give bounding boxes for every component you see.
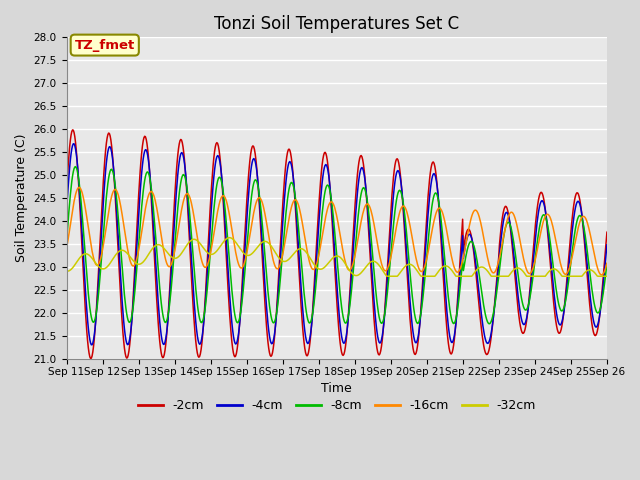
Text: TZ_fmet: TZ_fmet: [75, 38, 135, 51]
X-axis label: Time: Time: [321, 382, 352, 395]
Y-axis label: Soil Temperature (C): Soil Temperature (C): [15, 134, 28, 263]
Legend: -2cm, -4cm, -8cm, -16cm, -32cm: -2cm, -4cm, -8cm, -16cm, -32cm: [132, 394, 541, 417]
Title: Tonzi Soil Temperatures Set C: Tonzi Soil Temperatures Set C: [214, 15, 460, 33]
